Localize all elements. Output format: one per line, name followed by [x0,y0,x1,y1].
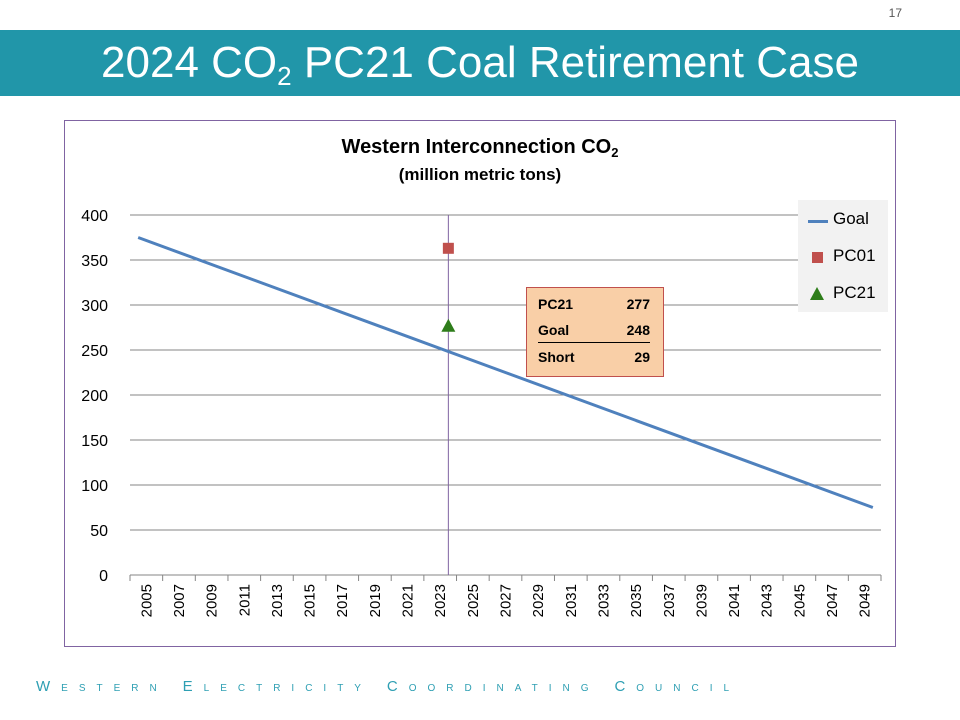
footer-organization: WESTERN ELECTRICITY COORDINATING COUNCIL [36,678,741,695]
chart-legend: Goal PC01 PC21 [798,200,888,312]
pc01-marker [442,242,454,254]
x-tick-label: 2025 [465,584,482,617]
legend-item-pc21: PC21 [798,279,888,309]
y-tick-label: 150 [81,433,108,450]
x-tick-label: 2045 [791,584,808,617]
x-tick-label: 2029 [530,584,547,617]
callout-label: PC21 [538,296,574,312]
callout-label: Goal [538,322,570,338]
y-tick-label: 300 [81,298,108,315]
x-tick-label: 2049 [857,584,874,617]
x-tick-label: 2047 [824,584,841,617]
x-tick-label: 2021 [400,584,417,617]
goal-line [137,236,874,509]
y-tick-label: 100 [81,478,108,495]
callout-row-short: Short 29 [538,349,650,369]
x-tick-label: 2019 [367,584,384,617]
y-tick-label: 400 [81,208,108,225]
legend-item-pc01: PC01 [798,242,888,272]
slide-title-suffix: PC21 Coal Retirement Case [291,38,859,87]
legend-label-pc21: PC21 [833,283,876,302]
x-tick-label: 2039 [693,584,710,617]
x-tick-label: 2035 [628,584,645,617]
chart-frame [64,120,896,647]
x-tick-label: 2011 [236,584,253,616]
callout-label: Short [538,349,575,365]
x-tick-label: 2027 [498,584,515,617]
chart-title-prefix: Western Interconnection CO [341,136,612,158]
title-band-svg [0,30,960,96]
x-tick-label: 2031 [563,584,580,617]
x-tick-label: 2033 [595,584,612,617]
chart-title: Western Interconnection CO2 [64,133,896,167]
x-tick-label: 2037 [661,584,678,617]
slide-title: 2024 CO2 PC21 Coal Retirement Case [0,30,960,96]
x-tick-label: 2015 [302,584,319,617]
callout-value: 248 [626,322,650,338]
pc21-marker [441,318,456,332]
shortfall-callout: PC21 277 Goal 248 Short 29 [526,287,664,377]
y-tick-label: 350 [81,253,108,270]
legend-label-pc01: PC01 [833,246,876,265]
legend-label-goal: Goal [833,209,869,228]
x-tick-label: 2007 [171,584,188,617]
slide-number: 17 [888,6,902,20]
callout-value: 277 [626,296,650,312]
chart-title-subscript: 2 [611,145,619,160]
legend-square-marker [812,252,823,263]
x-tick-label: 2023 [432,584,449,617]
chart-subtitle: (million metric tons) [398,165,562,184]
callout-row-goal: Goal 248 [538,322,650,343]
y-tick-label: 250 [81,343,108,360]
legend-item-goal: Goal [798,205,888,235]
x-tick-label: 2005 [138,584,155,617]
callout-row-pc21: PC21 277 [538,296,650,316]
title-band [0,30,960,96]
x-tick-label: 2041 [726,584,743,617]
legend-line-marker [808,220,828,223]
callout-value: 29 [634,349,650,365]
y-tick-label: 0 [99,568,108,585]
legend-triangle-marker [810,287,824,300]
slide-title-subscript: 2 [277,61,292,91]
x-tick-label: 2009 [204,584,221,617]
x-tick-label: 2043 [759,584,776,617]
y-tick-label: 50 [90,523,108,540]
y-tick-label: 200 [81,388,108,405]
slide-title-prefix: 2024 CO [101,38,278,87]
x-tick-label: 2013 [269,584,286,617]
x-tick-label: 2017 [334,584,351,617]
